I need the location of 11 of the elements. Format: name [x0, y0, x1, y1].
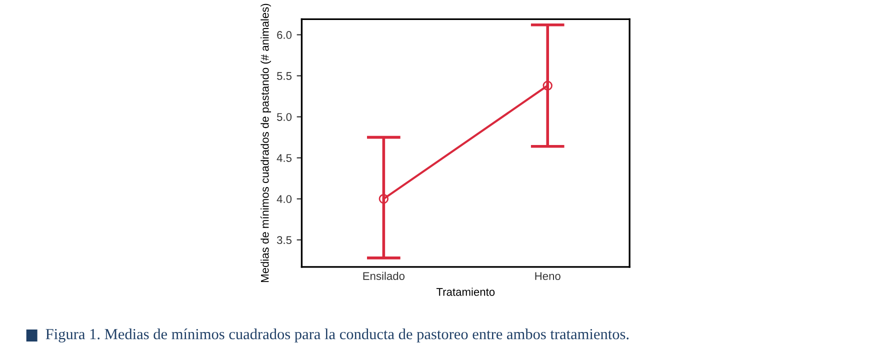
text: Figura 1. Medias de mínimos cuadrados para la conducta de pastoreo entre ambos tratamientos. [46, 328, 629, 342]
y-tick-label: 4.0 [276, 195, 292, 203]
y-tick-label: 5.5 [276, 72, 292, 80]
x-axis-title: Tratamiento [436, 288, 495, 296]
y-tick-label: 3.5 [276, 236, 292, 244]
y-tick-label: 4.5 [276, 154, 292, 162]
y-axis-title: Medias de mínimos cuadrados de pastando (# animales) [260, 4, 271, 282]
x-tick-label: Ensilado [363, 272, 405, 280]
x-tick-label: Heno [535, 272, 560, 280]
y-tick-label: 5.0 [276, 113, 292, 121]
y-tick-label: 6.0 [277, 31, 292, 39]
